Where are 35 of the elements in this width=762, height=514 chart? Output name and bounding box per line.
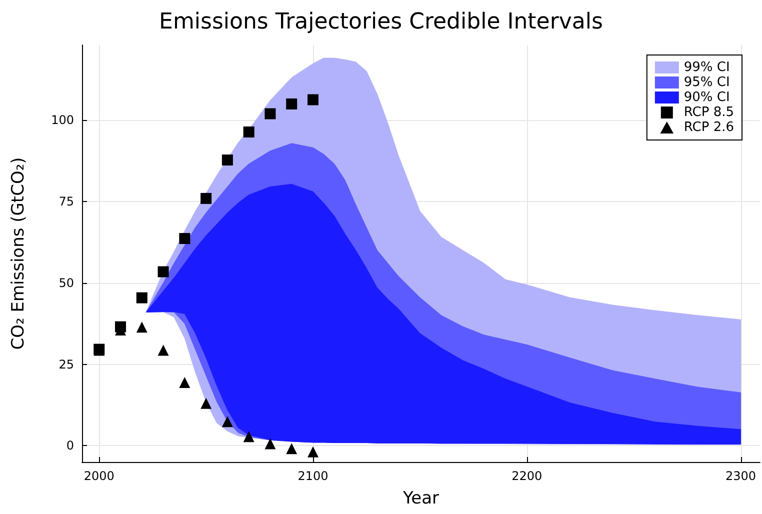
legend-label: 90% CI xyxy=(684,90,730,105)
point xyxy=(264,438,276,450)
point xyxy=(307,446,318,458)
y-axis-title: CO₂ Emissions (GtCO₂) xyxy=(8,157,28,350)
point xyxy=(158,266,169,278)
y-tick-label: 25 xyxy=(58,357,74,372)
chart-title: Emissions Trajectories Credible Intervals xyxy=(159,10,603,34)
legend-label: 99% CI xyxy=(684,60,730,75)
point xyxy=(136,322,148,333)
point xyxy=(286,443,298,454)
x-tick-label: 2300 xyxy=(725,469,756,483)
point xyxy=(222,416,233,428)
x-tick-label: 2200 xyxy=(512,469,542,483)
point xyxy=(222,154,233,166)
legend-label: 95% CI xyxy=(684,75,730,90)
point xyxy=(200,192,212,204)
point xyxy=(179,377,190,388)
point xyxy=(158,344,169,356)
point xyxy=(286,98,298,110)
point xyxy=(136,292,148,304)
y-tick-label: 75 xyxy=(58,194,74,208)
x-tick-label: 2100 xyxy=(298,469,328,483)
point xyxy=(179,233,190,244)
legend-label: RCP 8.5 xyxy=(684,105,734,120)
x-tick-label: 2000 xyxy=(84,469,114,483)
point xyxy=(243,431,254,442)
point xyxy=(243,126,254,138)
y-tick-label: 0 xyxy=(66,438,74,453)
point xyxy=(307,94,318,106)
y-tick-label: 50 xyxy=(58,276,74,290)
legend-label: RCP 2.6 xyxy=(684,120,734,135)
y-tick-label: 100 xyxy=(51,112,74,127)
point xyxy=(264,108,276,120)
x-axis-title: Year xyxy=(402,488,440,508)
point xyxy=(200,398,212,409)
